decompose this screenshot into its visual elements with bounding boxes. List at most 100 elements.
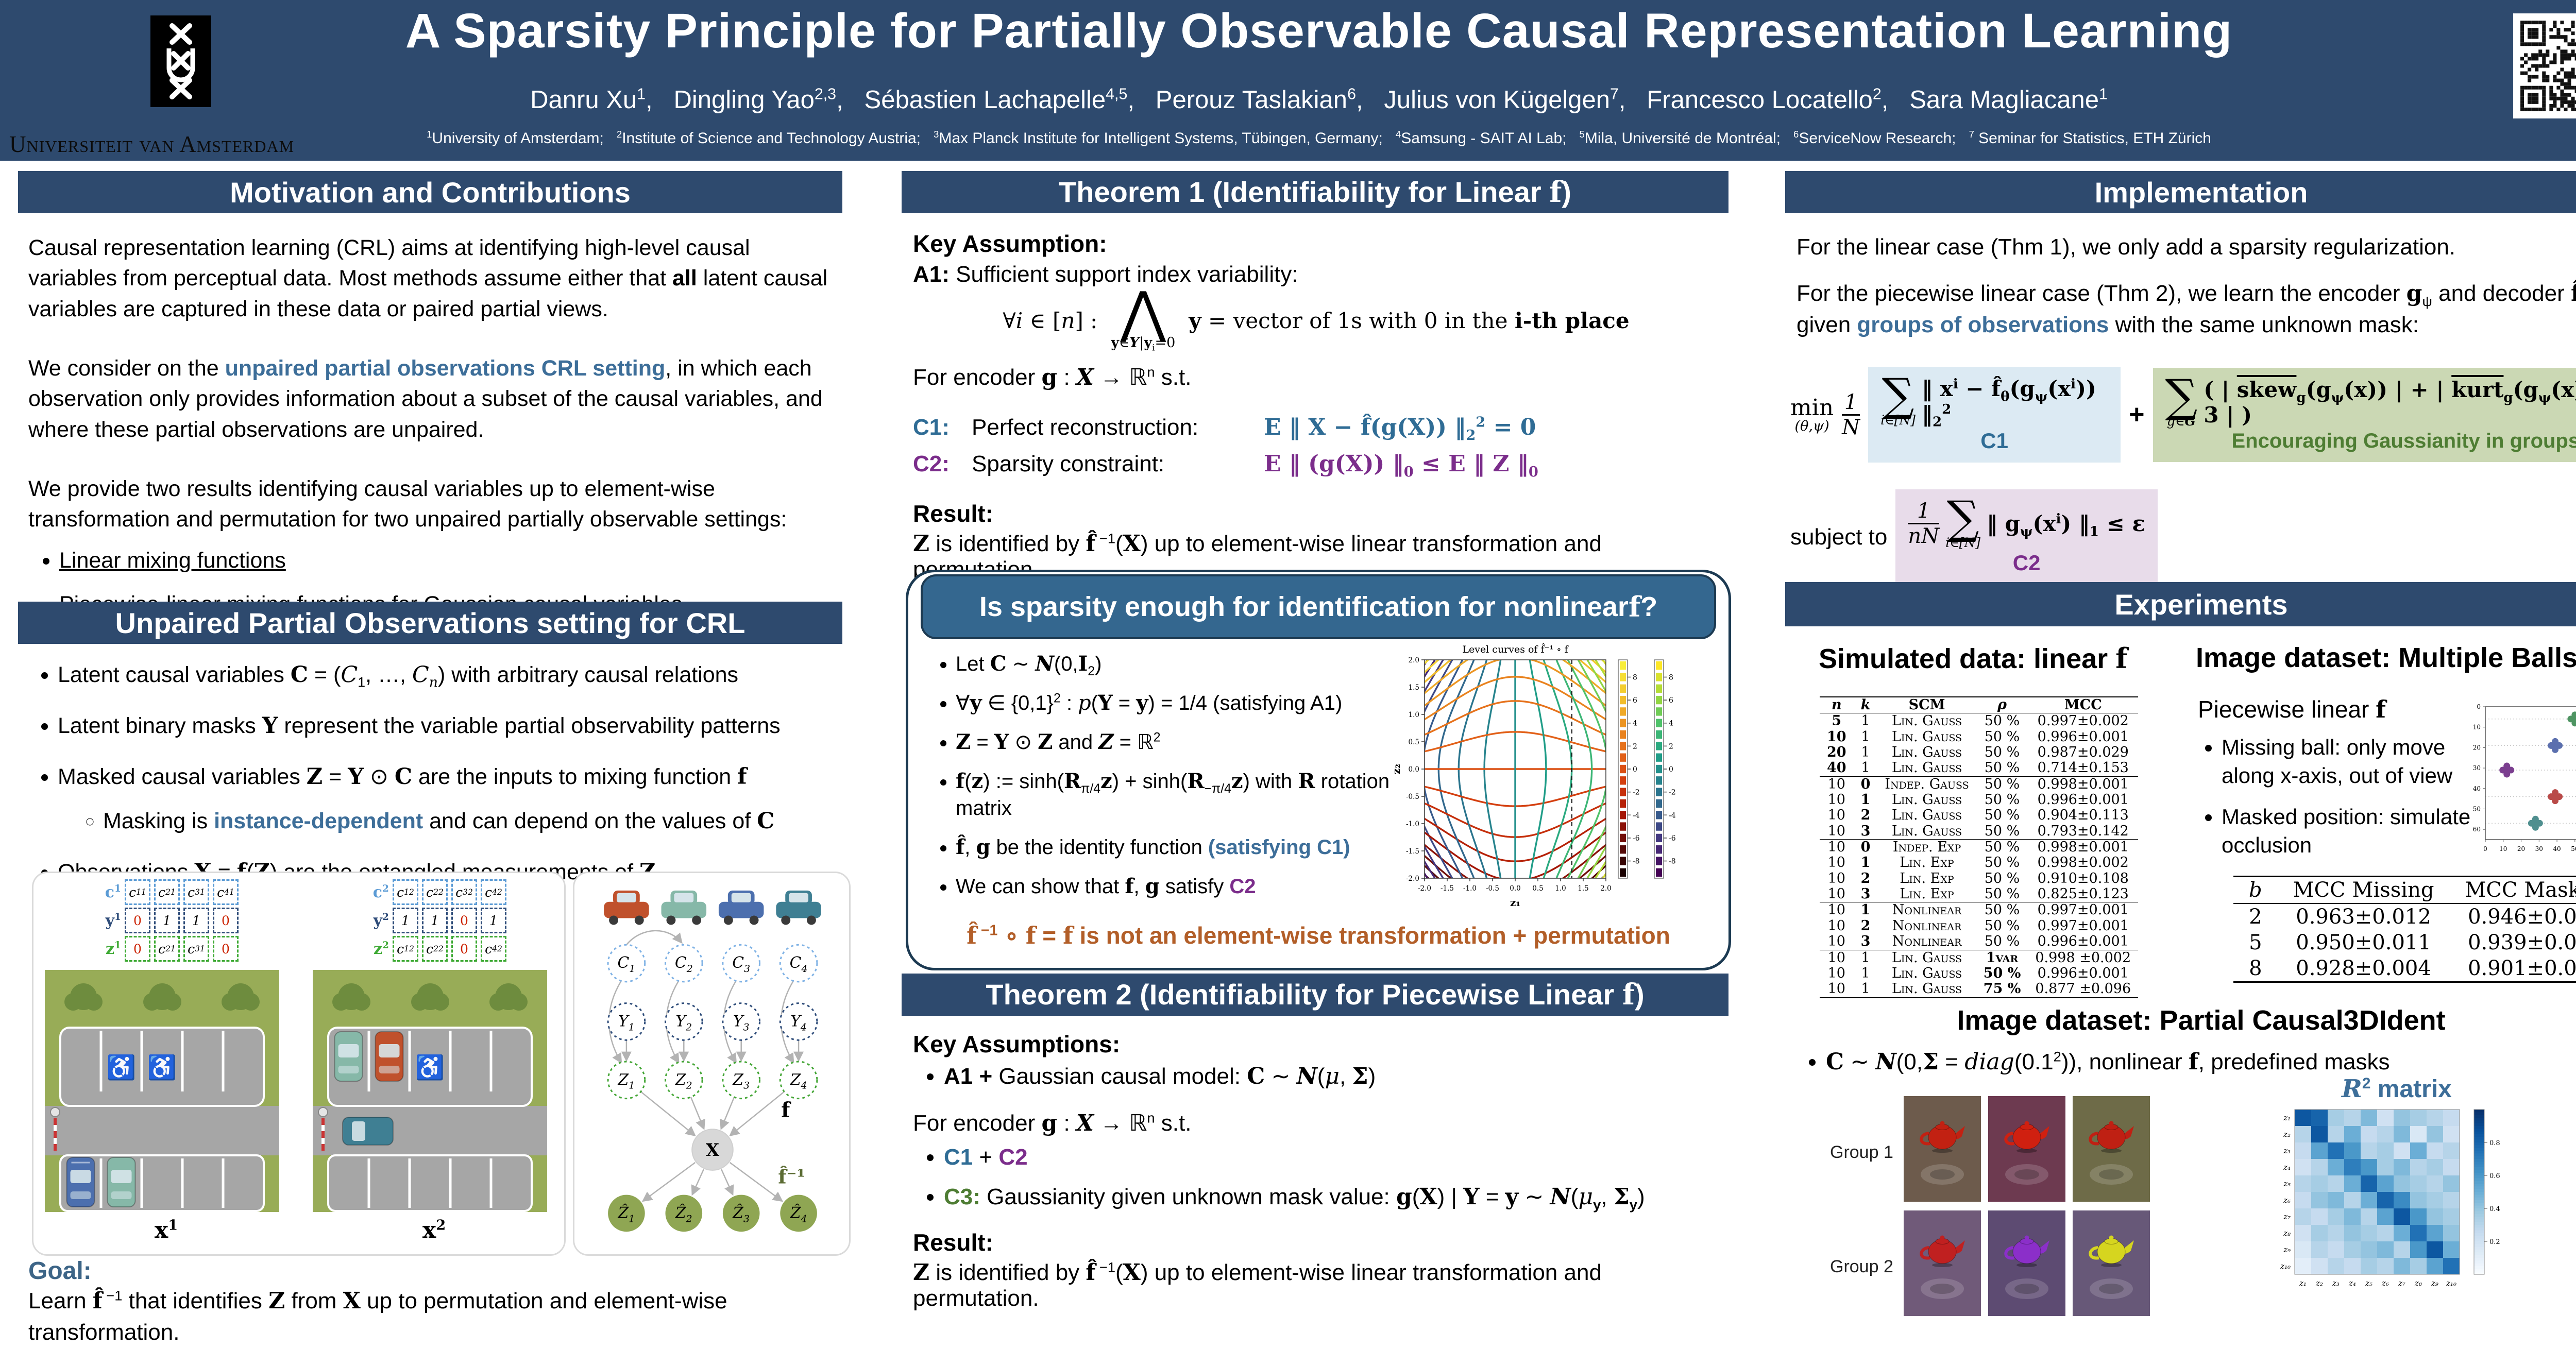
counterexample-conclusion: f̂ −1 ∘ f = f is not an element-wise tra…	[967, 922, 1670, 949]
tree-icon	[489, 983, 528, 1011]
heatmap-cell	[2295, 1192, 2311, 1208]
section-header-setting: Unpaired Partial Observations setting fo…	[18, 602, 842, 644]
heatmap-cell	[2394, 1159, 2410, 1175]
svg-text:z₉: z₉	[2283, 1245, 2291, 1254]
svg-text:8: 8	[1669, 673, 1673, 681]
tree-icon	[332, 983, 370, 1011]
heatmap-cell	[2311, 1225, 2328, 1241]
heatmap-cell	[2311, 1110, 2328, 1126]
svg-text:-1.0: -1.0	[1406, 820, 1419, 828]
setting-list: Latent causal variables C = (C1, …, Cn) …	[31, 660, 859, 909]
mask-table-x1: c1 c 1 1 c 2 1 c 3 1 c 4 1 y1 0 1 1 0 z1 0 c 2 1 c 3 1 0	[91, 879, 239, 964]
svg-text:0.6: 0.6	[2489, 1172, 2500, 1180]
heatmap-cell	[2344, 1192, 2361, 1208]
level-curve	[1425, 660, 1606, 684]
table-cell: 2	[1860, 807, 1871, 824]
scene-label-x2: x2	[422, 1217, 446, 1243]
svg-text:z₁: z₁	[2299, 1278, 2307, 1288]
table-cell: 1	[1861, 713, 1870, 729]
table-cell: 1	[1861, 728, 1870, 745]
big-wedge: ⋀	[1120, 280, 1166, 345]
table-row: 10 1 Lin. Gauss 1var 0.998 ±0.002	[1820, 949, 2139, 966]
mask-row-label: c1	[105, 883, 121, 901]
svg-text:2: 2	[1633, 742, 1637, 750]
teapot-image	[2073, 1096, 2150, 1202]
multiple-balls-plot: 01020304050600102030405060	[2473, 703, 2576, 852]
graph-node-c2: C2	[664, 944, 703, 983]
heatmap-cell	[2361, 1192, 2377, 1208]
table-cell: 0.998±0.001	[2028, 839, 2139, 856]
heatmap-cell	[2427, 1175, 2443, 1192]
subject-to: subject to	[1790, 524, 1888, 550]
setting-bullet: Masked causal variables Z = Y ⊙ C are th…	[58, 762, 859, 837]
svg-text:z₃: z₃	[2332, 1278, 2340, 1288]
svg-text:-4: -4	[1633, 811, 1640, 820]
level-curve	[1577, 660, 1606, 878]
svg-text:Z2: Z2	[675, 1071, 692, 1091]
heatmap-cell	[2377, 1225, 2394, 1241]
heatmap-cell	[2361, 1126, 2377, 1142]
heatmap-cell	[2344, 1175, 2361, 1192]
table-row: 5 0.950±0.011 0.939±0.003	[2233, 930, 2576, 955]
svg-text:-8: -8	[1669, 858, 1676, 866]
plus-sign: +	[2129, 400, 2145, 430]
table-cell: 0.877 ±0.096	[2028, 981, 2139, 998]
result-text: Z is identified by f̂ −1(X) up to elemen…	[913, 1259, 1602, 1311]
svg-text:z₁: z₁	[1510, 896, 1520, 909]
svg-text:Y4: Y4	[790, 1012, 807, 1033]
heatmap-cell	[2443, 1142, 2460, 1159]
ball-point	[2548, 738, 2563, 753]
table-cell: 50 %	[1984, 744, 2020, 761]
svg-text:Z4: Z4	[790, 1071, 807, 1091]
c3d-bullet: C ∼ N(0,Σ = diag(0.12)), nonlinear f, pr…	[1826, 1049, 2576, 1075]
table-cell: 1var	[1976, 949, 2028, 966]
table-row: 10 3 Lin. Exp 50 % 0.825±0.123	[1820, 886, 2138, 902]
table-cell: 0.928±0.004	[2277, 955, 2450, 983]
heatmap-cell	[2377, 1208, 2394, 1225]
heatmap-cell	[2377, 1175, 2394, 1192]
sparsity-question-box: Is sparsity enough for identification fo…	[906, 570, 1731, 970]
tree-icon	[222, 983, 260, 1011]
svg-text:C2: C2	[675, 954, 693, 975]
heatmap-cell	[2328, 1241, 2344, 1258]
sparsity-bullet: f(z) := sinh(Rπ/4z) + sinh(R−π/4z) with …	[956, 768, 1397, 822]
table-cell: Indep. Gauss	[1877, 776, 1976, 793]
table-cell: 0.998 ±0.002	[2028, 949, 2139, 966]
svg-text:0.5: 0.5	[1409, 738, 1419, 746]
level-curve	[1425, 660, 1464, 878]
table-cell: Lin. Gauss	[1891, 965, 1962, 981]
ball-point	[2528, 815, 2543, 831]
table-cell: 1	[1853, 949, 1878, 966]
table-row: 10 0 Indep. Gauss 50 % 0.998±0.001	[1820, 776, 2139, 793]
table-cell: 1	[1860, 792, 1871, 808]
svg-text:2: 2	[1669, 742, 1673, 750]
graph-node-zhat3: Ẑ3	[722, 1195, 760, 1232]
table-cell: 0.939±0.003	[2468, 931, 2576, 954]
table-cell: Nonlinear	[1892, 933, 1962, 950]
svg-text:Ẑ2: Ẑ2	[675, 1203, 692, 1224]
heatmap-cell	[2377, 1192, 2394, 1208]
section-title: Implementation	[2094, 176, 2308, 209]
svg-text:-1.5: -1.5	[1406, 847, 1419, 856]
c1-tag: C1	[1980, 429, 2008, 453]
goal-text: Learn f̂ −1 that identifies Z from X up …	[28, 1287, 727, 1345]
svg-text:z₂: z₂	[1392, 764, 1402, 774]
mask-row-label: y1	[105, 911, 121, 930]
table-cell: 0.996±0.001	[2037, 792, 2129, 808]
paragraph: We consider on the unpaired partial obse…	[28, 355, 823, 442]
sparsity-bullet: ∀y ∈ {0,1}2 : p(Y = y) = 1/4 (satisfying…	[956, 690, 1397, 716]
mask-cell: 1	[154, 908, 180, 933]
table-cell: 50 %	[1984, 760, 2020, 776]
svg-text:z₆: z₆	[2381, 1278, 2389, 1288]
graph-node-y3: Y3	[722, 1002, 760, 1041]
table-cell: Lin. Gauss	[1891, 760, 1962, 776]
svg-text:z₇: z₇	[2283, 1212, 2291, 1221]
section-header-implementation: Implementation	[1785, 171, 2576, 213]
table-cell: Lin. Exp	[1900, 870, 1954, 886]
a1-equation: ∀i ∈ [n] : ⋀ y∈Y|yi=0 y = vector of 1s w…	[913, 280, 1719, 352]
heatmap-cell	[2410, 1258, 2427, 1274]
